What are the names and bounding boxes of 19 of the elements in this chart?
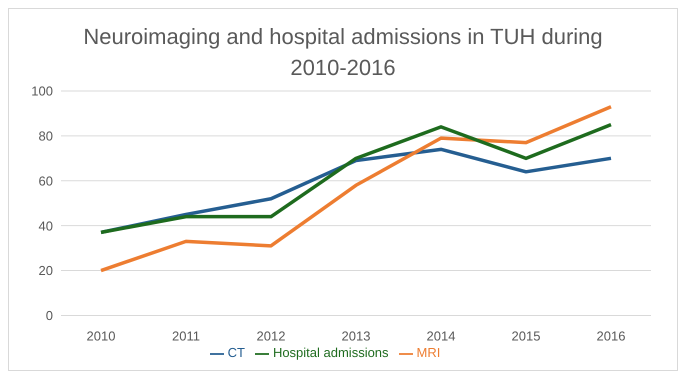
line-series (99, 104, 613, 272)
x-tick-label: 2016 (596, 328, 626, 344)
line-series (99, 122, 613, 234)
x-tick-label: 2015 (512, 328, 540, 344)
y-tick-label: 20 (38, 263, 53, 278)
y-tick-label: 40 (38, 218, 53, 234)
y-tick-label: 60 (38, 173, 53, 188)
legend-label: CT (228, 345, 245, 360)
x-tick-label: 2012 (256, 328, 286, 344)
x-tick-label: 2011 (172, 328, 200, 344)
x-tick-label: 2013 (342, 328, 370, 344)
x-tick-label: 2014 (426, 328, 456, 344)
chart-title: Neuroimaging and hospital admissions in TUH during 2010-2016 (82, 23, 604, 82)
y-tick-label: 0 (46, 308, 53, 324)
y-tick-label: 100 (31, 84, 53, 99)
legend-label: Hospital admissions (272, 345, 389, 360)
y-tick-label: 80 (38, 128, 53, 144)
x-tick-label: 2010 (86, 328, 116, 344)
legend-label: MRI (416, 345, 440, 360)
